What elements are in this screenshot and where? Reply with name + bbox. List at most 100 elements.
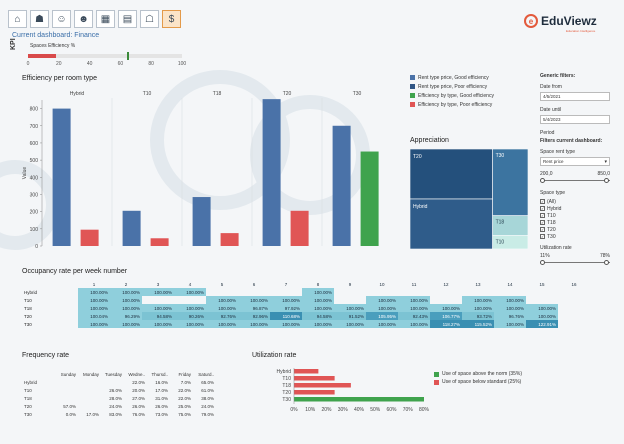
space-rent-select[interactable]: Rent price <box>540 157 610 166</box>
legend-label: Rent type price, Poor efficiency <box>418 83 488 90</box>
people-icon: ☻ <box>78 13 89 25</box>
occupancy-cell <box>430 296 462 304</box>
legend-item[interactable]: Efficiency by type, Good efficiency <box>410 91 494 100</box>
calendar-button[interactable]: ▦ <box>96 10 115 28</box>
treemap-cell-t20[interactable] <box>410 149 493 200</box>
calendar-grid-button[interactable]: ▤ <box>118 10 137 28</box>
checkbox-checked-icon[interactable]: ✓ <box>540 227 545 232</box>
frequency-cell: 57.0% <box>63 403 76 409</box>
person-button[interactable]: ☺ <box>52 10 71 28</box>
bar-rent-price-t20[interactable] <box>262 99 281 246</box>
frequency-cell: 61.0% <box>201 387 214 393</box>
calendar-grid-icon: ▤ <box>122 13 133 25</box>
week-header: 3 <box>156 281 160 287</box>
slider-max-handle[interactable] <box>604 260 609 265</box>
space-type-option[interactable]: ✓ Hybrid <box>540 205 616 212</box>
occupancy-cell: 100.00% <box>334 304 366 312</box>
treemap-cell-hybrid[interactable] <box>410 198 493 249</box>
utilization-slider[interactable] <box>540 260 610 266</box>
util-bar-t20[interactable] <box>294 390 335 395</box>
bar-efficiency-t10[interactable] <box>150 238 169 246</box>
logo-text: EduViewz <box>541 14 597 28</box>
bank-icon: ☗ <box>35 13 44 25</box>
frequency-cell <box>78 386 101 394</box>
bar-rent-price-t10[interactable] <box>122 210 141 246</box>
bar-rent-price-t18[interactable] <box>192 197 211 246</box>
frequency-header-row: Sunday Monday Tuesday Wedne.. Thursd.. Friday… <box>22 370 216 378</box>
building-button[interactable]: ⌂ <box>8 10 27 28</box>
efficiency-chart: Hybrid T10 T18 T20 T30 0 100 200 300 400 500 600 700… <box>22 91 379 250</box>
util-bar-hybrid[interactable] <box>294 369 319 374</box>
frequency-cell: 26.0% <box>132 403 145 409</box>
occupancy-cell <box>334 296 366 304</box>
legend-item[interactable]: Efficiency by type, Poor efficiency <box>410 100 494 109</box>
occupancy-cell: 100.00% <box>366 296 398 304</box>
value-range-slider[interactable] <box>540 178 610 184</box>
legend-item[interactable]: Rent type price, Good efficiency <box>410 73 494 82</box>
row-label: T30 <box>24 411 32 417</box>
legend-item[interactable]: Use of space below standard (25%) <box>434 378 522 386</box>
category-label: T10 <box>282 376 291 382</box>
checkbox-checked-icon[interactable]: ✓ <box>540 234 545 239</box>
week-header: 15 <box>539 281 545 287</box>
legend-swatch <box>410 93 415 98</box>
occupancy-cell <box>270 288 302 296</box>
occupancy-title: Occupancy rate per week number <box>22 268 128 275</box>
checkbox-checked-icon[interactable]: ✓ <box>540 199 545 204</box>
checkbox-checked-icon[interactable]: ✓ <box>540 213 545 218</box>
slider-min-handle[interactable] <box>540 260 545 265</box>
bar-rent-price-t30[interactable] <box>332 125 351 246</box>
bar-efficiency-t30[interactable] <box>360 151 379 246</box>
occupancy-cell: 100.00% <box>494 304 526 312</box>
slider-min-handle[interactable] <box>540 178 545 183</box>
date-from-input[interactable]: 4/5/2021 <box>540 92 610 101</box>
people-button[interactable]: ☻ <box>74 10 93 28</box>
space-type-option[interactable]: ✓ T20 <box>540 226 616 233</box>
treemap-cell-t30[interactable] <box>492 149 528 216</box>
slider-rail <box>540 180 610 181</box>
util-bar-t30[interactable] <box>294 397 424 402</box>
bar-efficiency-t18[interactable] <box>220 233 239 246</box>
checkbox-checked-icon[interactable]: ✓ <box>540 206 545 211</box>
occupancy-cell: 100.00% <box>398 296 430 304</box>
slider-max-handle[interactable] <box>604 178 609 183</box>
row-label: T30 <box>24 321 32 327</box>
table-row: T10 100.00% 100.00% 100.00% 100.00% 100.00% 10… <box>22 296 590 304</box>
bar-efficiency-t20[interactable] <box>290 210 309 246</box>
util-bar-t18[interactable] <box>294 383 351 388</box>
legend-label: Efficiency by type, Poor efficiency <box>418 101 493 108</box>
frequency-cell: 83.0% <box>109 411 122 417</box>
occupancy-cell: 100.00% <box>238 320 270 328</box>
occupancy-cell: 100.00% <box>110 304 142 312</box>
space-rent-label: Space rent type <box>540 149 576 155</box>
legend-item[interactable]: Use of space above the norm (35%) <box>434 370 522 378</box>
space-type-option[interactable]: ✓ T10 <box>540 212 616 219</box>
checkbox-checked-icon[interactable]: ✓ <box>540 220 545 225</box>
org-button[interactable]: ☖ <box>140 10 159 28</box>
week-header: 13 <box>475 281 481 287</box>
legend-item[interactable]: Rent type price, Poor efficiency <box>410 82 494 91</box>
bank-button[interactable]: ☗ <box>30 10 49 28</box>
date-until-input[interactable]: 5/4/2023 <box>540 115 610 124</box>
occupancy-cell: 118.27% <box>430 320 462 328</box>
category-label: T20 <box>282 390 291 396</box>
appreciation-treemap: T20 Hybrid T30 T18 T10 <box>410 149 528 249</box>
kpi-tick-label: 60 <box>117 61 124 67</box>
person-icon: ☺ <box>56 13 67 25</box>
legend-swatch <box>410 75 415 80</box>
space-type-option[interactable]: ✓ T18 <box>540 219 616 226</box>
x-tick-label: 60% <box>386 407 397 413</box>
calendar-icon: ▦ <box>100 13 111 25</box>
finance-button[interactable]: $ <box>162 10 181 28</box>
bar-efficiency-hybrid[interactable] <box>80 229 99 246</box>
util-bar-t10[interactable] <box>294 376 335 381</box>
occupancy-cell <box>62 288 78 296</box>
space-type-option[interactable]: ✓ (All) <box>540 198 616 205</box>
bar-rent-price-hybrid[interactable] <box>52 108 71 247</box>
y-tick-label: 300 <box>30 192 39 198</box>
corner-cell <box>22 280 62 288</box>
space-type-option[interactable]: ✓ T30 <box>540 233 616 240</box>
kpi-title: Spaces Efficiency % <box>30 43 76 49</box>
table-row: T20 57.0% 24.0% 26.0% 26.0% 25.0% 24.0% <box>22 402 216 410</box>
occupancy-cell: 122.91% <box>526 320 558 328</box>
